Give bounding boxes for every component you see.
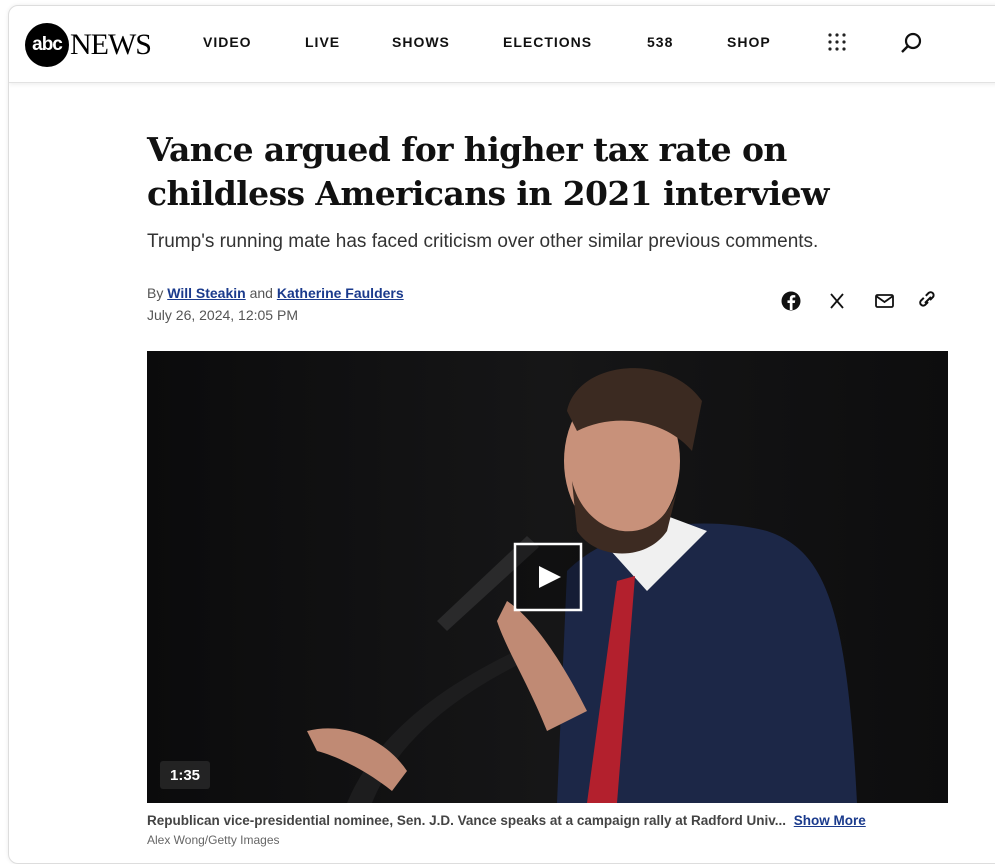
- logo[interactable]: abc NEWS: [25, 23, 151, 67]
- video-duration: 1:35: [160, 761, 210, 789]
- author-link[interactable]: Katherine Faulders: [277, 285, 404, 301]
- caption-text: Republican vice-presidential nominee, Se…: [147, 813, 786, 828]
- nav-link[interactable]: SHOP: [727, 34, 771, 50]
- headline: Vance argued for higher tax rate on chil…: [147, 128, 927, 216]
- article-card: abc NEWS VIDEO LIVE SHOWS ELECTIONS 538 …: [8, 5, 995, 864]
- photo-credit: Alex Wong/Getty Images: [147, 833, 280, 847]
- page: abc NEWS VIDEO LIVE SHOWS ELECTIONS 538 …: [0, 0, 995, 862]
- author-link[interactable]: Will Steakin: [167, 285, 245, 301]
- nav-link[interactable]: 538: [647, 34, 673, 50]
- nav-link[interactable]: ELECTIONS: [503, 34, 592, 50]
- email-share[interactable]: [876, 295, 893, 307]
- byline-joiner: and: [250, 285, 273, 301]
- caption: Republican vice-presidential nominee, Se…: [147, 813, 866, 828]
- byline: By Will Steakin and Katherine Faulders: [147, 285, 404, 301]
- search-icon[interactable]: [899, 31, 923, 55]
- menu-icon[interactable]: [827, 32, 847, 52]
- video-thumbnail[interactable]: [147, 351, 948, 803]
- byline-prefix: By: [147, 285, 163, 301]
- publish-date: July 26, 2024, 12:05 PM: [147, 307, 298, 323]
- show-more-link[interactable]: Show More: [794, 813, 866, 828]
- nav-link[interactable]: VIDEO: [203, 34, 252, 50]
- site-header: abc NEWS VIDEO LIVE SHOWS ELECTIONS 538 …: [9, 6, 995, 83]
- share-bar: [779, 288, 949, 314]
- copy-link[interactable]: [920, 292, 933, 305]
- x-share[interactable]: [831, 294, 843, 308]
- subheadline: Trump's running mate has faced criticism…: [147, 231, 818, 253]
- logo-wordmark: NEWS: [70, 28, 151, 62]
- nav-link[interactable]: LIVE: [305, 34, 340, 50]
- logo-badge: abc: [25, 23, 69, 67]
- facebook-share[interactable]: [782, 292, 801, 311]
- nav-link[interactable]: SHOWS: [392, 34, 450, 50]
